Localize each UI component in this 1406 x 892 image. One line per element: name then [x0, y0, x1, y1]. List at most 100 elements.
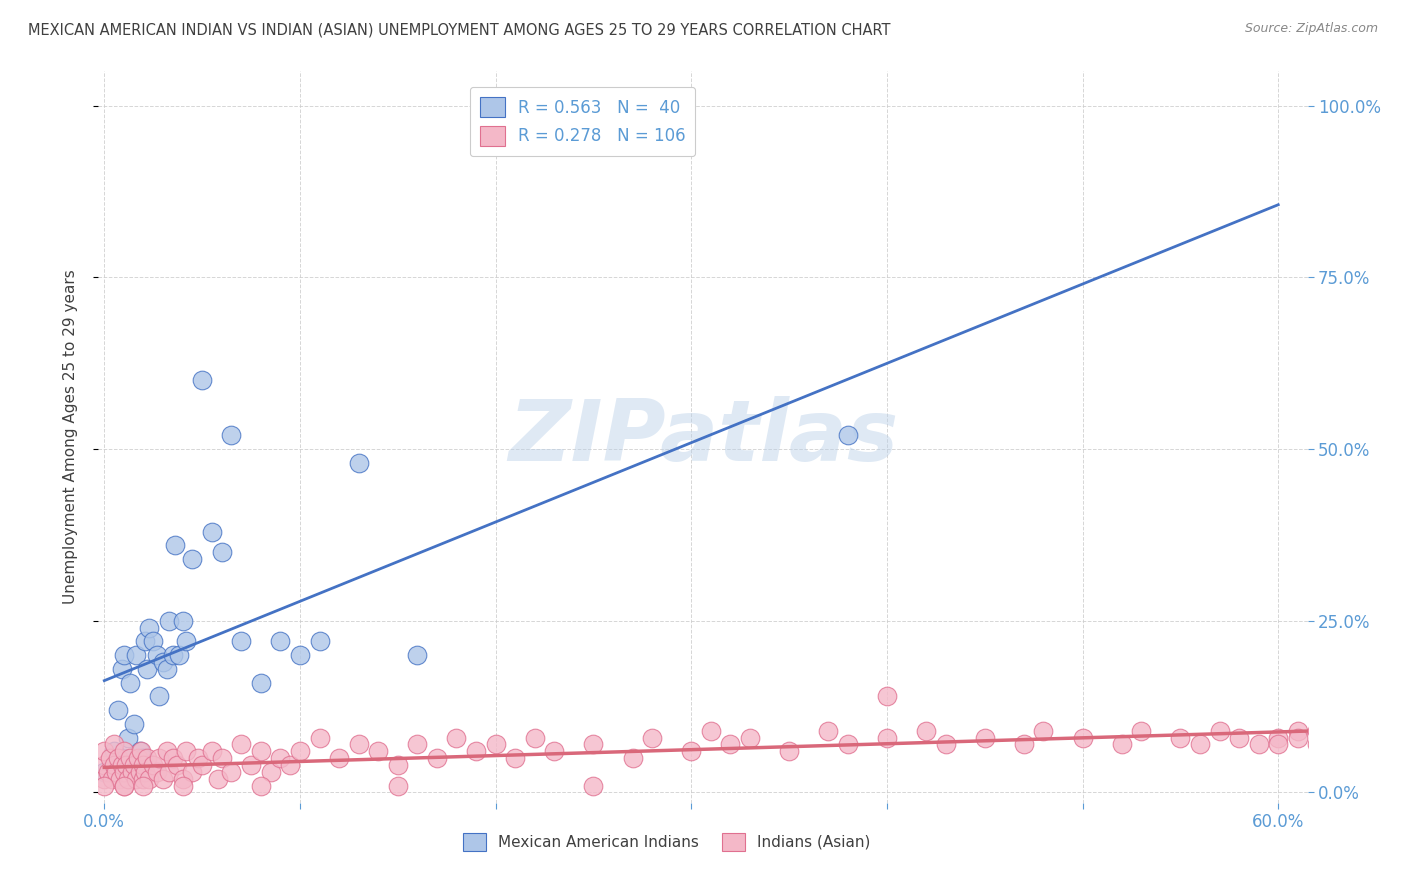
Point	[103, 744, 125, 758]
Point	[406, 648, 429, 662]
Point	[837, 428, 859, 442]
Point	[621, 751, 644, 765]
Point	[112, 751, 135, 765]
Point	[128, 744, 150, 758]
Point	[97, 764, 120, 779]
Point	[503, 751, 526, 765]
Point	[148, 751, 170, 765]
Point	[231, 634, 253, 648]
Point	[152, 655, 174, 669]
Point	[446, 731, 468, 745]
Point	[112, 764, 135, 779]
Point	[132, 758, 155, 772]
Point	[166, 758, 188, 772]
Point	[700, 723, 723, 738]
Point	[347, 456, 370, 470]
Point	[1286, 723, 1309, 738]
Point	[105, 764, 128, 779]
Point	[167, 648, 190, 662]
Point	[108, 772, 131, 786]
Point	[278, 758, 301, 772]
Point	[98, 751, 121, 765]
Point	[328, 751, 350, 765]
Point	[259, 764, 281, 779]
Point	[157, 764, 180, 779]
Point	[187, 751, 209, 765]
Point	[131, 744, 153, 758]
Point	[1326, 731, 1348, 745]
Point	[201, 524, 224, 539]
Point	[1170, 731, 1192, 745]
Point	[1130, 723, 1153, 738]
Point	[93, 779, 115, 793]
Point	[269, 634, 291, 648]
Point	[111, 662, 134, 676]
Point	[201, 744, 224, 758]
Point	[176, 634, 198, 648]
Point	[136, 751, 159, 765]
Point	[1267, 731, 1289, 745]
Text: ZIPatlas: ZIPatlas	[508, 395, 898, 479]
Point	[288, 744, 311, 758]
Point	[156, 744, 179, 758]
Point	[973, 731, 995, 745]
Point	[211, 545, 233, 559]
Point	[112, 648, 135, 662]
Point	[718, 738, 741, 752]
Point	[1227, 731, 1250, 745]
Text: MEXICAN AMERICAN INDIAN VS INDIAN (ASIAN) UNEMPLOYMENT AMONG AGES 25 TO 29 YEARS: MEXICAN AMERICAN INDIAN VS INDIAN (ASIAN…	[28, 22, 890, 37]
Point	[132, 772, 155, 786]
Point	[108, 758, 131, 772]
Point	[172, 614, 194, 628]
Point	[681, 744, 703, 758]
Point	[138, 621, 160, 635]
Point	[121, 764, 143, 779]
Point	[134, 764, 156, 779]
Point	[191, 758, 214, 772]
Point	[156, 662, 179, 676]
Point	[101, 772, 124, 786]
Point	[136, 662, 159, 676]
Point	[240, 758, 263, 772]
Point	[112, 779, 135, 793]
Point	[122, 758, 145, 772]
Point	[122, 716, 145, 731]
Point	[641, 731, 664, 745]
Point	[406, 738, 429, 752]
Point	[111, 758, 134, 772]
Point	[146, 648, 169, 662]
Point	[1071, 731, 1094, 745]
Point	[162, 648, 184, 662]
Point	[146, 764, 169, 779]
Point	[1208, 723, 1230, 738]
Point	[93, 744, 115, 758]
Point	[132, 779, 155, 793]
Point	[426, 751, 449, 765]
Y-axis label: Unemployment Among Ages 25 to 29 years: Unemployment Among Ages 25 to 29 years	[63, 269, 77, 605]
Point	[347, 738, 370, 752]
Point	[269, 751, 291, 765]
Point	[738, 731, 761, 745]
Point	[163, 538, 186, 552]
Point	[118, 675, 141, 690]
Point	[191, 373, 214, 387]
Point	[181, 552, 204, 566]
Point	[107, 751, 129, 765]
Point	[308, 634, 330, 648]
Point	[152, 772, 174, 786]
Point	[221, 428, 243, 442]
Point	[112, 779, 135, 793]
Point	[231, 738, 253, 752]
Point	[387, 779, 409, 793]
Point	[93, 764, 115, 779]
Point	[308, 731, 330, 745]
Point	[250, 779, 273, 793]
Point	[124, 772, 146, 786]
Point	[1326, 738, 1348, 752]
Point	[107, 703, 129, 717]
Point	[221, 764, 243, 779]
Point	[148, 690, 170, 704]
Point	[582, 738, 605, 752]
Point	[162, 751, 184, 765]
Point	[1111, 738, 1133, 752]
